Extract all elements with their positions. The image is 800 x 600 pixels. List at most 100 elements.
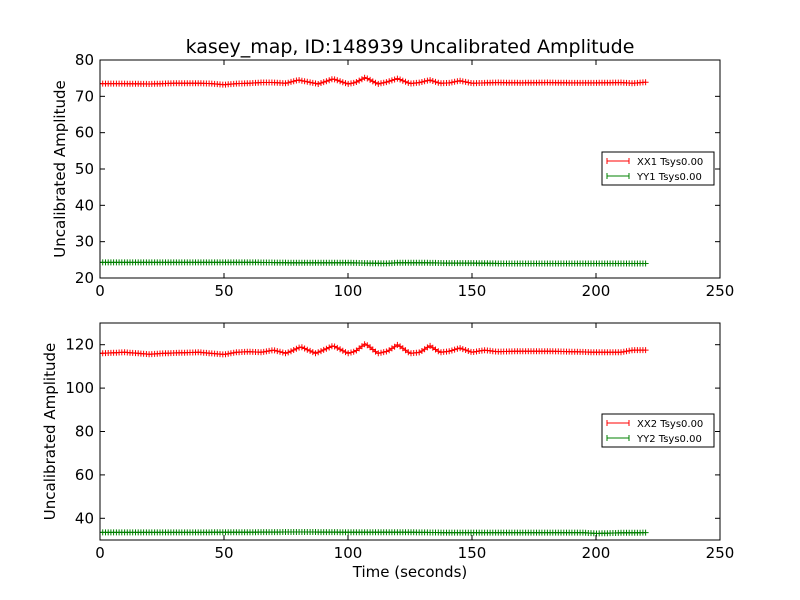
- x-tick-label: 150: [458, 282, 487, 300]
- y-axis-label: Uncalibrated Amplitude: [41, 343, 59, 520]
- data-point: [416, 349, 423, 356]
- series-markers-2: [100, 259, 649, 267]
- data-point: [451, 346, 458, 353]
- y-tick-label: 100: [65, 379, 94, 397]
- x-tick-label: 150: [458, 544, 487, 562]
- data-point: [454, 345, 461, 352]
- data-point: [285, 79, 292, 86]
- y-axis-label: Uncalibrated Amplitude: [51, 80, 69, 257]
- data-point: [312, 350, 319, 357]
- y-tick-label: 60: [75, 466, 94, 484]
- data-point: [364, 75, 371, 82]
- y-tick-label: 50: [75, 160, 94, 178]
- data-point: [405, 79, 412, 86]
- data-point: [318, 348, 324, 355]
- data-point: [288, 78, 294, 85]
- y-tick-label: 40: [75, 509, 94, 527]
- data-point: [375, 350, 382, 357]
- x-tick-label: 100: [334, 282, 363, 300]
- data-point: [383, 348, 390, 355]
- y-tick-label: 20: [75, 269, 94, 287]
- data-point: [350, 79, 357, 86]
- data-point: [277, 348, 283, 355]
- x-tick-label: 200: [582, 282, 611, 300]
- data-point: [459, 346, 466, 353]
- data-point: [457, 345, 464, 352]
- data-point: [427, 77, 434, 84]
- data-point: [298, 344, 305, 351]
- data-point: [386, 78, 393, 85]
- y-tick-label: 80: [75, 423, 94, 441]
- data-point: [380, 79, 387, 86]
- data-point: [642, 529, 649, 536]
- data-point: [465, 348, 472, 354]
- y-tick-label: 80: [75, 51, 94, 69]
- series-markers-1: [100, 341, 649, 358]
- data-point: [391, 76, 398, 83]
- data-point: [402, 78, 409, 85]
- data-point: [339, 347, 346, 354]
- data-point: [334, 77, 341, 84]
- data-point: [315, 81, 322, 87]
- data-point: [457, 77, 464, 84]
- data-point: [282, 350, 289, 357]
- legend-marker-swatch: [606, 158, 630, 164]
- data-point: [331, 343, 338, 350]
- data-point: [345, 350, 352, 357]
- data-point: [304, 78, 311, 85]
- legend-box: [601, 413, 715, 448]
- data-point: [342, 349, 349, 356]
- bottom-subplot: 0 50 100 150 200 250 40 60 80 100 120 Uncalibrated …: [41, 322, 734, 581]
- data-point: [271, 347, 278, 354]
- x-tick-label: 250: [706, 282, 735, 300]
- data-point: [642, 347, 649, 354]
- legend-entry: XX1 Tsys0.00: [606, 157, 703, 168]
- data-point: [274, 348, 281, 355]
- data-point: [323, 345, 330, 352]
- data-point: [394, 75, 401, 82]
- data-point: [342, 80, 349, 87]
- data-point: [288, 348, 294, 355]
- legend-marker-swatch: [606, 420, 630, 426]
- x-axis-label: Time (seconds): [352, 563, 468, 581]
- legend-entry: YY2 Tsys0.00: [606, 434, 702, 445]
- data-point: [380, 349, 387, 356]
- data-point: [451, 78, 458, 85]
- data-point: [372, 79, 379, 86]
- data-point: [318, 80, 324, 86]
- data-point: [642, 79, 649, 86]
- data-point: [405, 349, 412, 356]
- data-point: [462, 78, 469, 85]
- y-tick-label: 30: [75, 233, 94, 251]
- data-point: [448, 79, 455, 86]
- data-point: [323, 78, 330, 85]
- data-point: [348, 349, 354, 356]
- y-tick-label: 60: [75, 124, 94, 142]
- series-markers-1: [100, 74, 649, 88]
- legend: XX1 Tsys0.00 YY1 Tsys0.00: [601, 151, 715, 186]
- data-point: [399, 77, 406, 84]
- data-point: [320, 346, 327, 353]
- data-point: [435, 348, 442, 355]
- data-point: [304, 346, 311, 353]
- data-point: [378, 80, 384, 87]
- data-point: [446, 348, 453, 355]
- series-markers-2: [100, 529, 649, 537]
- data-point: [315, 349, 322, 356]
- series-group: [100, 341, 649, 537]
- data-point: [293, 345, 300, 352]
- x-tick-label: 50: [214, 282, 233, 300]
- data-point: [388, 77, 395, 84]
- data-point: [326, 77, 333, 84]
- data-point: [429, 78, 436, 84]
- data-point: [296, 77, 303, 84]
- x-tick-label: 0: [95, 544, 105, 562]
- legend-label: XX1 Tsys0.00: [637, 157, 703, 168]
- legend-entry: XX2 Tsys0.00: [606, 419, 703, 430]
- legend-label: YY2 Tsys0.00: [636, 434, 702, 445]
- data-point: [397, 76, 404, 83]
- data-point: [375, 80, 382, 87]
- y-tick-label: 70: [75, 87, 94, 105]
- data-point: [334, 344, 341, 351]
